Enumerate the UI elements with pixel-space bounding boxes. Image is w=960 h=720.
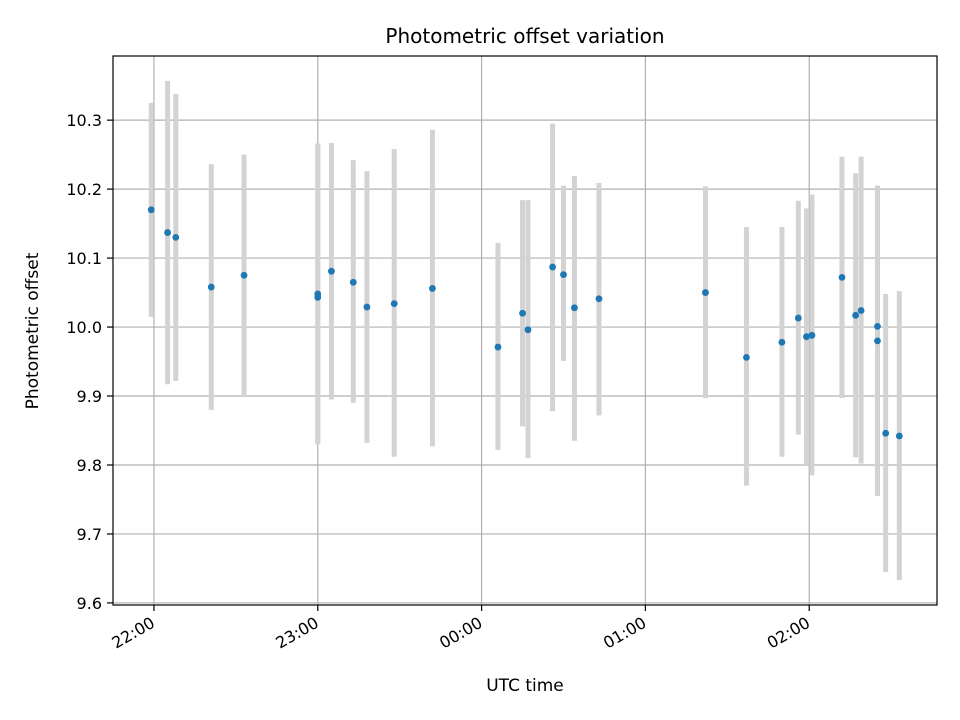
x-tick-label: 01:00	[600, 613, 649, 653]
y-tick-label: 10.3	[66, 111, 102, 130]
x-tick-label: 23:00	[272, 613, 321, 653]
data-point	[314, 293, 322, 301]
data-point	[549, 263, 556, 271]
data-point	[778, 338, 786, 346]
data-point	[207, 283, 215, 291]
data-point	[743, 353, 750, 361]
x-tick-label: 02:00	[764, 613, 813, 653]
x-axis: 22:00 23:00 00:00 01:00 02:00	[109, 605, 813, 653]
y-axis: 9.6 9.7 9.8 9.9 10.0 10.1 10.2 10.3	[66, 111, 113, 613]
y-tick-label: 10.2	[66, 180, 102, 199]
data-point	[794, 314, 802, 322]
data-point	[390, 300, 398, 308]
y-axis-label: Photometric offset	[23, 252, 43, 409]
data-point	[874, 337, 881, 345]
data-point	[349, 278, 357, 286]
data-points	[147, 206, 903, 440]
data-point	[803, 333, 810, 341]
data-point	[560, 271, 567, 279]
data-point	[874, 322, 881, 330]
data-point	[240, 271, 248, 279]
data-point	[429, 285, 436, 292]
data-point	[808, 331, 816, 339]
chart-title: Photometric offset variation	[385, 24, 664, 48]
data-point	[857, 307, 865, 314]
x-tick-label: 00:00	[436, 613, 485, 653]
data-point	[838, 273, 846, 281]
data-point	[571, 304, 578, 312]
x-axis-label: UTC time	[486, 676, 564, 696]
data-point	[172, 233, 180, 241]
data-point	[164, 229, 172, 236]
data-point	[895, 432, 903, 440]
plot-frame	[112, 55, 938, 606]
y-tick-label: 10.1	[66, 249, 102, 268]
y-tick-label: 9.8	[77, 456, 102, 475]
data-point	[702, 289, 709, 296]
data-point	[328, 267, 335, 275]
data-point	[494, 343, 502, 351]
data-point	[524, 326, 532, 334]
y-tick-label: 10.0	[66, 318, 102, 337]
y-tick-label: 9.6	[77, 594, 102, 613]
data-point	[147, 206, 155, 214]
y-tick-label: 9.9	[77, 387, 102, 406]
y-tick-label: 9.7	[77, 525, 102, 544]
data-point	[595, 295, 603, 303]
data-point	[519, 309, 526, 317]
data-point	[882, 429, 890, 437]
x-tick-label: 22:00	[109, 613, 158, 653]
data-point	[852, 311, 860, 319]
data-point	[363, 303, 371, 311]
